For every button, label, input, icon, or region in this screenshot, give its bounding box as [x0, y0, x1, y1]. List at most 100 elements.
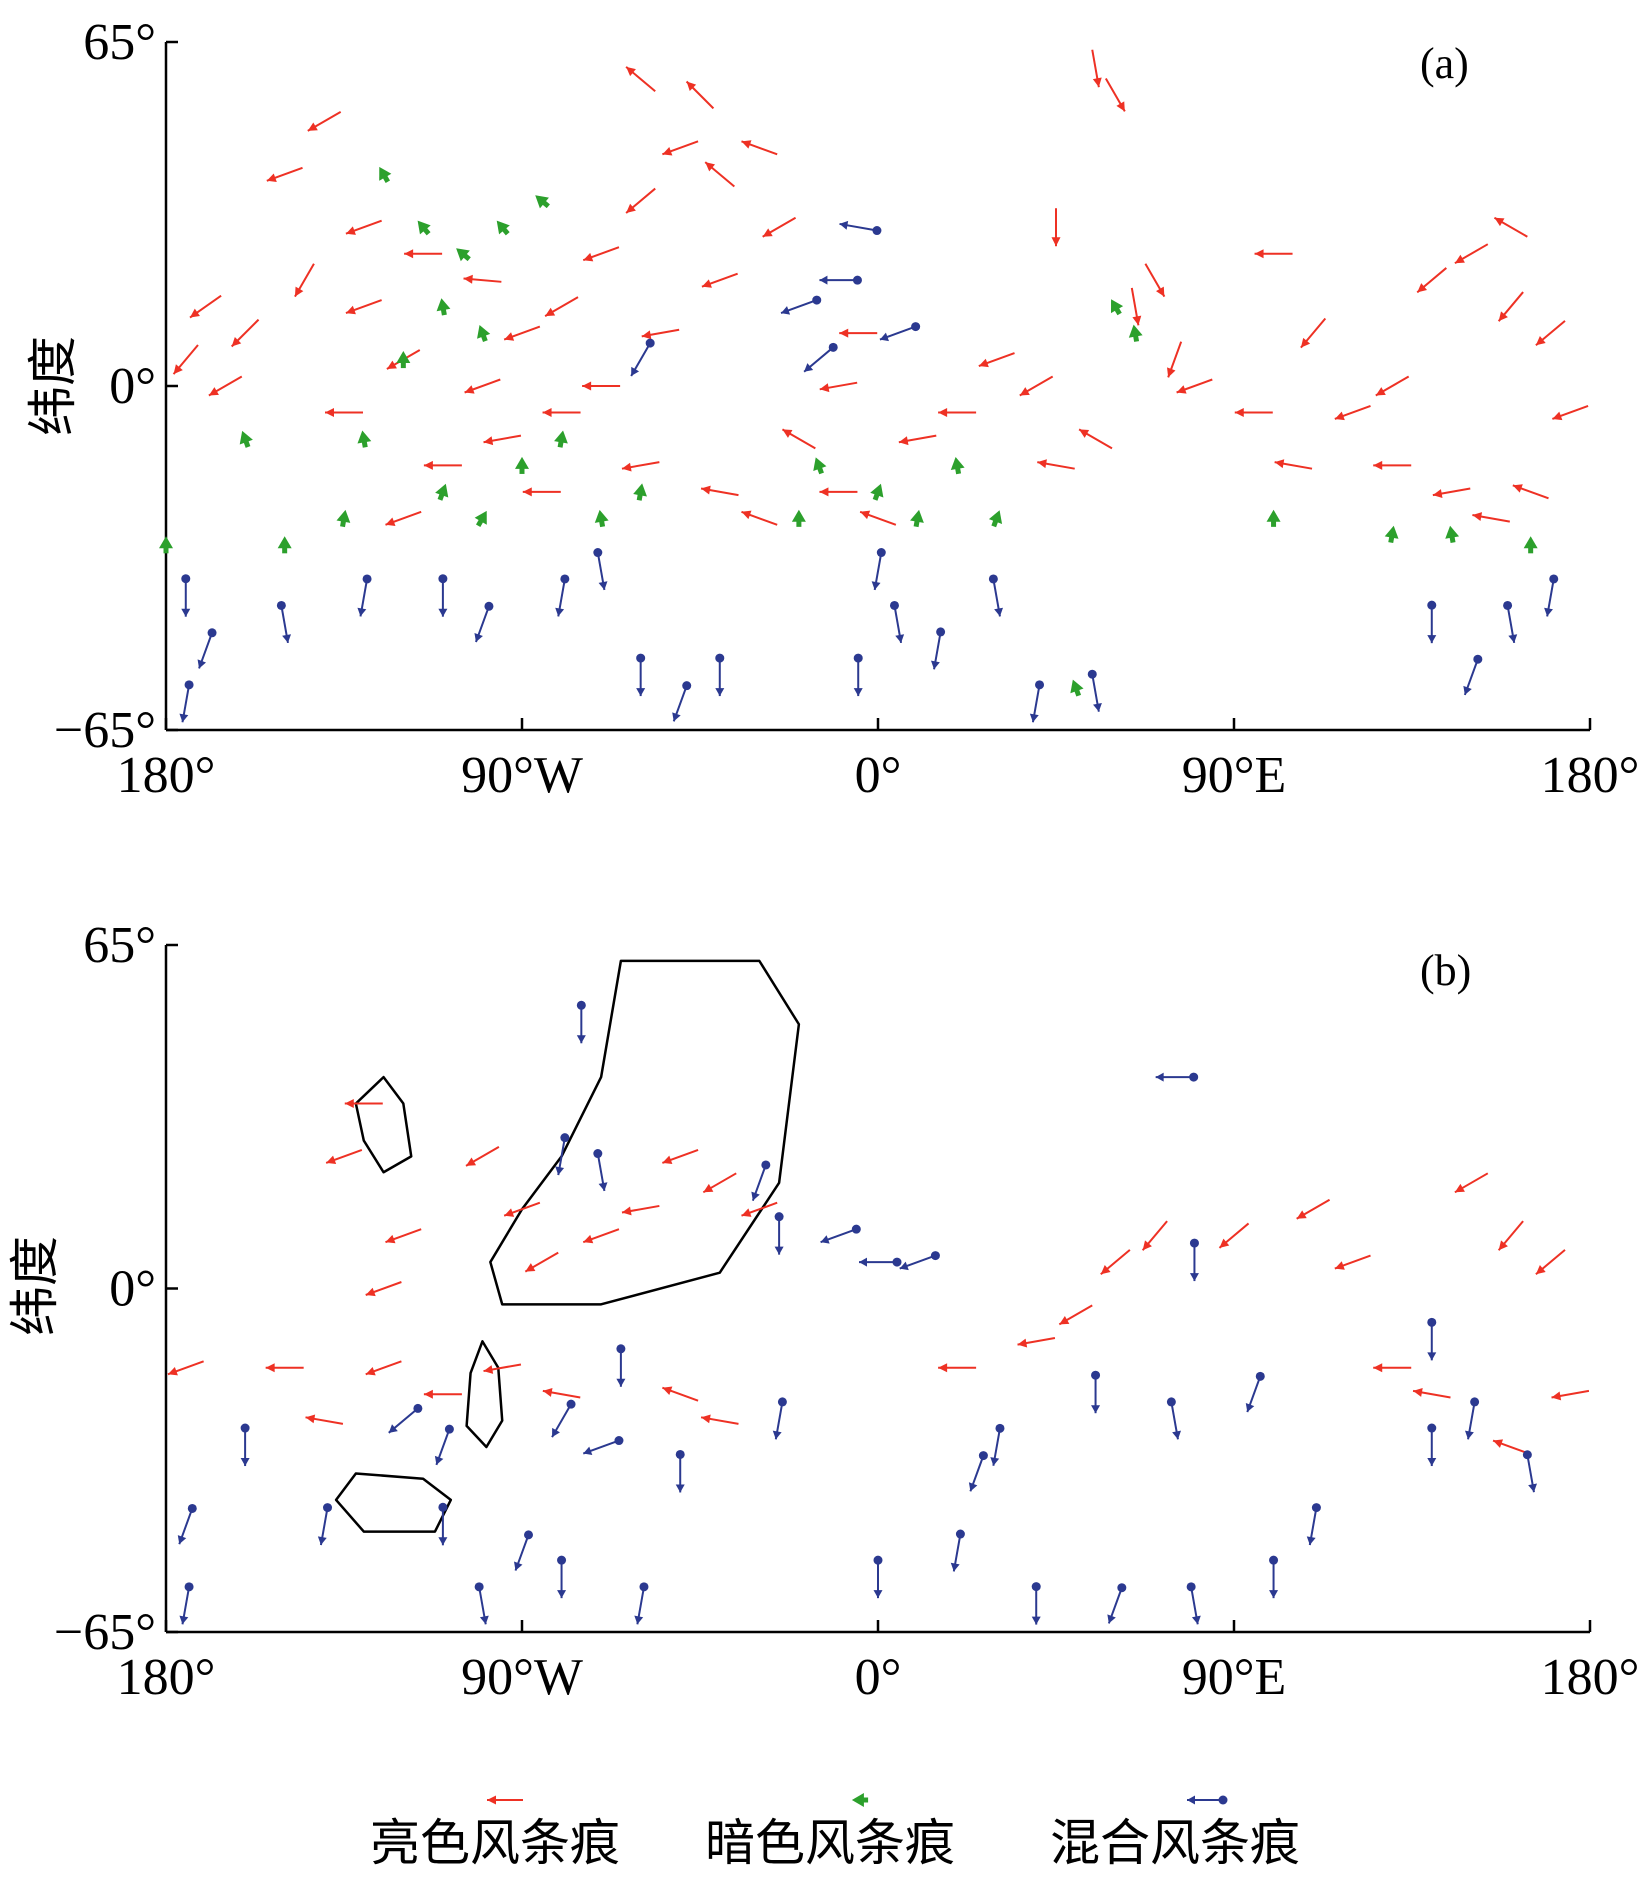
x-tick-label: 90°E	[1182, 747, 1287, 804]
legend-item-bright: 亮色风条痕	[370, 1795, 620, 1872]
streak-bright-marker	[1375, 375, 1410, 397]
streak-mixed-marker	[879, 322, 921, 342]
streak-mixed-marker	[1186, 1582, 1201, 1625]
streak-bright-marker	[503, 1201, 541, 1217]
streak-bright-marker	[700, 1414, 739, 1425]
streak-bright-marker	[1274, 459, 1313, 470]
panel-a: 180° 90°W 0° 90°E 180° 65° 0° −65° (a) 纬度	[24, 14, 1639, 804]
streak-dark-marker	[474, 510, 487, 527]
streak-bright-marker	[1141, 1220, 1168, 1251]
streak-bright-marker	[582, 246, 620, 262]
legend-symbol-mixed	[1187, 1795, 1228, 1805]
streak-bright-marker	[294, 263, 315, 298]
streak-dark-marker	[456, 248, 471, 262]
streak-bright-marker	[1412, 1388, 1451, 1399]
streak-bright-marker	[702, 1172, 737, 1194]
streak-bright-marker	[1492, 1439, 1530, 1455]
streak-mixed-marker	[317, 1503, 333, 1546]
streak-bright-marker	[1104, 77, 1126, 112]
streak-mixed-marker	[1427, 1317, 1437, 1361]
streak-mixed-marker	[179, 1582, 194, 1625]
x-tick-label: 180°	[1541, 747, 1640, 804]
legend-label-bright: 亮色风条痕	[370, 1814, 620, 1872]
streak-bright-marker	[1497, 291, 1524, 322]
streak-bright-marker	[704, 161, 735, 188]
streak-mixed-marker	[514, 1530, 533, 1571]
streak-mixed-marker	[474, 601, 494, 643]
streak-bright-marker	[544, 296, 579, 317]
streak-dark-marker	[1266, 509, 1281, 527]
streak-mixed-marker	[1427, 1423, 1437, 1467]
panel-a-ylabel: 纬度	[24, 336, 82, 436]
x-tick-label: 90°W	[461, 747, 583, 804]
streak-dark-marker	[336, 509, 351, 528]
streak-bright-marker	[582, 381, 621, 391]
streak-bright-marker	[685, 80, 715, 110]
streak-bright-marker	[1051, 208, 1061, 247]
streak-mixed-marker	[751, 1160, 771, 1202]
streak-bright-marker	[464, 378, 501, 394]
streak-bright-marker	[1300, 317, 1327, 349]
y-tick-label: −65°	[54, 702, 156, 759]
streak-bright-marker	[365, 1360, 402, 1376]
legend-label-mixed: 混合风条痕	[1050, 1814, 1300, 1872]
streak-bright-marker	[938, 407, 977, 417]
streak-bright-marker	[522, 487, 561, 497]
streak-bright-marker	[1454, 243, 1489, 265]
streak-mixed-marker	[715, 653, 725, 697]
streak-bright-marker	[700, 485, 739, 497]
streak-mixed-marker	[179, 680, 194, 723]
streak-mixed-marker	[474, 1582, 489, 1625]
legend-item-mixed: 混合风条痕	[1050, 1795, 1300, 1872]
streak-bright-marker	[208, 375, 243, 397]
streak-dark-marker	[379, 166, 392, 183]
streak-mixed-marker	[555, 1133, 570, 1176]
streak-mixed-marker	[1031, 1582, 1041, 1625]
streak-bright-marker	[1218, 1222, 1250, 1249]
x-tick-label: 90°E	[1182, 1649, 1287, 1706]
panel-b: 180° 90°W 0° 90°E 180° 65° 0° −65° (b) 纬度	[6, 917, 1639, 1706]
streak-bright-marker	[819, 487, 858, 497]
panel-b-ticks: 180° 90°W 0° 90°E 180° 65° 0° −65°	[54, 917, 1640, 1706]
streak-bright-marker	[582, 1228, 620, 1244]
streak-bright-marker	[483, 434, 522, 446]
streak-dark-marker	[417, 220, 431, 236]
streak-mixed-marker	[990, 1423, 1005, 1466]
streak-mixed-marker	[950, 1529, 965, 1572]
streak-bright-marker	[625, 66, 656, 93]
streak-bright-marker	[741, 1201, 778, 1217]
streak-bright-marker	[1167, 341, 1183, 378]
x-tick-label: 90°W	[461, 1649, 583, 1706]
streak-bright-marker	[621, 461, 660, 472]
streak-bright-marker	[230, 318, 260, 348]
y-tick-label: 65°	[83, 14, 156, 71]
streak-bright-marker	[465, 1146, 500, 1167]
streak-bright-marker	[781, 428, 816, 450]
region-outline	[354, 1075, 413, 1174]
streak-dark-marker	[594, 509, 609, 528]
streak-mixed-marker	[388, 1403, 423, 1434]
streak-mixed-marker	[434, 1424, 454, 1466]
streak-mixed-marker	[197, 628, 217, 669]
streak-mixed-marker	[593, 1149, 608, 1192]
region-outline	[334, 1472, 453, 1533]
streak-mixed-marker	[1464, 1397, 1480, 1440]
x-tick-label: 180°	[117, 747, 216, 804]
streak-mixed-marker	[1155, 1072, 1199, 1082]
streak-bright-marker	[741, 510, 778, 526]
streak-mixed-marker	[871, 548, 886, 591]
streak-mixed-marker	[181, 574, 191, 617]
streak-dark-marker	[950, 456, 965, 475]
streak-bright-marker	[345, 219, 382, 235]
streak-mixed-marker	[357, 574, 372, 617]
streak-bright-marker	[859, 510, 897, 526]
streak-bright-marker	[1130, 287, 1142, 326]
streak-dark-marker	[910, 509, 924, 528]
streak-bright-marker	[1373, 1363, 1412, 1373]
streak-dark-marker	[535, 195, 550, 209]
streak-bright-marker	[1091, 49, 1102, 88]
streak-mixed-marker	[1427, 600, 1437, 644]
streak-bright-marker	[1254, 249, 1293, 259]
streak-mixed-marker	[1306, 1503, 1321, 1546]
streak-dark-marker	[870, 483, 884, 501]
